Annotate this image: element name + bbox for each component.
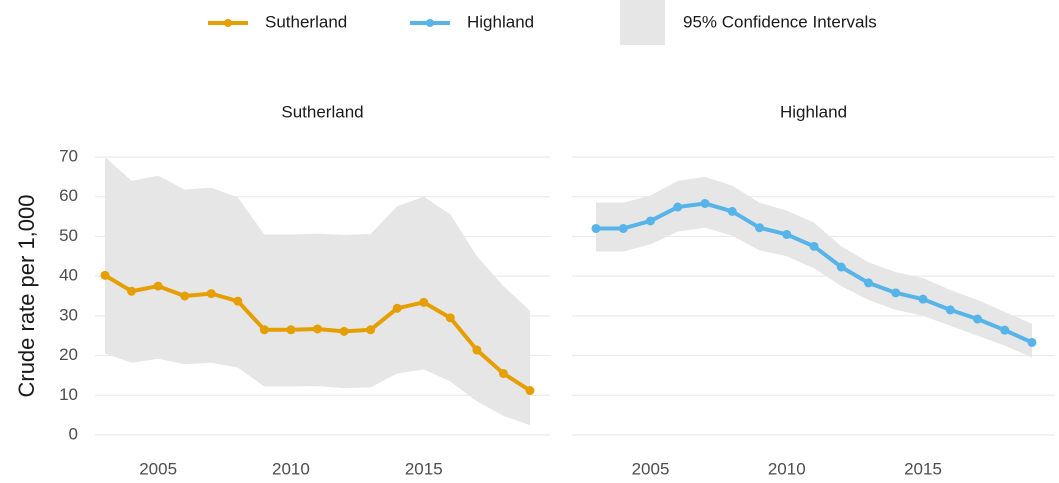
confidence-band [105,157,530,426]
y-tick-label: 0 [69,424,78,443]
point [472,345,482,355]
y-tick-label: 30 [59,305,78,324]
point [945,305,955,315]
panel-title: Sutherland [281,102,363,121]
x-tick-label: 2010 [768,459,806,478]
x-tick-label: 2010 [272,459,310,478]
y-axis-label: Crude rate per 1,000 [14,194,39,397]
point [891,288,901,298]
x-tick-label: 2015 [405,459,443,478]
point [1000,325,1010,335]
x-tick-label: 2015 [904,459,942,478]
legend-point [224,19,232,27]
point [339,326,349,336]
point [445,313,455,323]
point [392,303,402,313]
y-tick-label: 10 [59,385,78,404]
point [286,325,296,335]
legend-band [620,0,665,45]
point [755,223,764,233]
point [673,202,683,212]
y-tick-label: 50 [59,226,78,245]
point [206,289,216,299]
point [419,297,429,307]
point [809,241,819,251]
point [646,216,655,226]
y-tick-label: 60 [59,186,78,205]
point [836,262,846,272]
legend-point [426,19,434,27]
point [782,229,792,239]
legend-label: 95% Confidence Intervals [683,12,877,31]
point [973,314,982,324]
point [727,206,737,216]
panel-title: Highland [780,102,847,121]
point [525,386,535,396]
point [180,291,190,301]
point [918,294,928,304]
x-tick-label: 2005 [139,459,177,478]
point [1027,337,1037,347]
y-tick-label: 70 [59,146,78,165]
confidence-band [596,176,1032,358]
point [498,368,508,378]
point [618,223,628,233]
y-tick-label: 20 [59,345,78,364]
point [153,281,163,291]
y-tick-label: 40 [59,266,78,285]
point [366,325,376,335]
point [591,223,601,233]
point [233,296,243,306]
point [127,286,137,296]
point [313,324,322,334]
point [259,325,269,335]
point [864,278,873,288]
x-tick-label: 2005 [632,459,670,478]
point [700,198,710,208]
point [100,270,110,280]
legend-label: Highland [467,12,534,31]
legend-label: Sutherland [265,12,347,31]
